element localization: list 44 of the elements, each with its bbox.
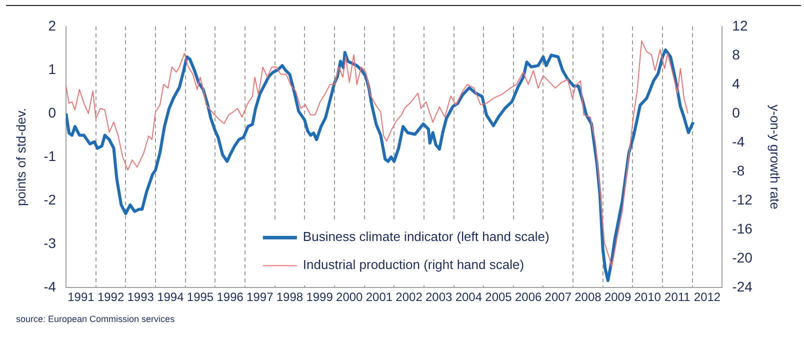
x-tick-label: 2012 [694, 290, 721, 304]
y-tick-label: -1 [44, 148, 56, 164]
x-tick-label: 2007 [544, 290, 572, 304]
x-tick-label: 2001 [366, 290, 393, 304]
x-tick-label: 1998 [276, 290, 304, 304]
y-tick-label: -2 [44, 191, 56, 208]
x-tick-label: 2009 [604, 290, 632, 304]
x-tick-label: 1997 [246, 290, 274, 304]
x-tick-label: 1999 [306, 290, 334, 304]
x-tick-label: 2010 [634, 290, 662, 304]
x-tick-label: 2002 [396, 290, 423, 304]
y-tick-label: -3 [44, 234, 56, 251]
y-tick-label: 0 [48, 104, 56, 120]
y2-tick-label: -16 [732, 220, 753, 236]
x-tick-label: 2011 [664, 290, 691, 304]
y2-tick-label: 0 [732, 104, 740, 120]
x-tick-label: 1992 [97, 290, 124, 304]
y2-axis-title: y-on-y growth rate [768, 104, 783, 210]
y2-tick-label: -4 [732, 133, 745, 150]
y2-tick-label: -24 [732, 278, 753, 294]
y2-tick-label: -20 [732, 249, 753, 266]
y-tick-label: 2 [48, 17, 56, 34]
x-tick-label: 1995 [186, 290, 214, 304]
x-tick-label: 2005 [485, 290, 512, 304]
source-note: source: European Commission services [16, 314, 175, 324]
y2-tick-label: 8 [732, 46, 740, 62]
x-tick-label: 2003 [425, 290, 453, 304]
y2-tick-label: -12 [732, 191, 753, 208]
y-tick-label: -4 [44, 278, 56, 294]
y-axis-title: points of std-dev. [13, 108, 28, 206]
x-tick-label: 1993 [127, 290, 154, 304]
x-tick-label: 2008 [574, 290, 602, 304]
x-tick-label: 2004 [455, 290, 482, 304]
x-tick-label: 2000 [336, 290, 364, 304]
legend-label: Industrial production (right hand scale) [302, 257, 524, 272]
y2-tick-label: -8 [732, 162, 745, 178]
y-tick-label: 1 [48, 60, 56, 77]
x-tick-label: 1994 [157, 290, 184, 304]
x-tick-label: 1996 [216, 290, 244, 304]
x-tick-label: 2006 [514, 290, 542, 304]
y2-tick-label: 12 [732, 17, 748, 34]
legend-label: Business climate indicator (left hand scale) [302, 229, 550, 244]
x-tick-label: 1991 [68, 290, 95, 304]
y2-tick-label: 4 [732, 75, 740, 92]
